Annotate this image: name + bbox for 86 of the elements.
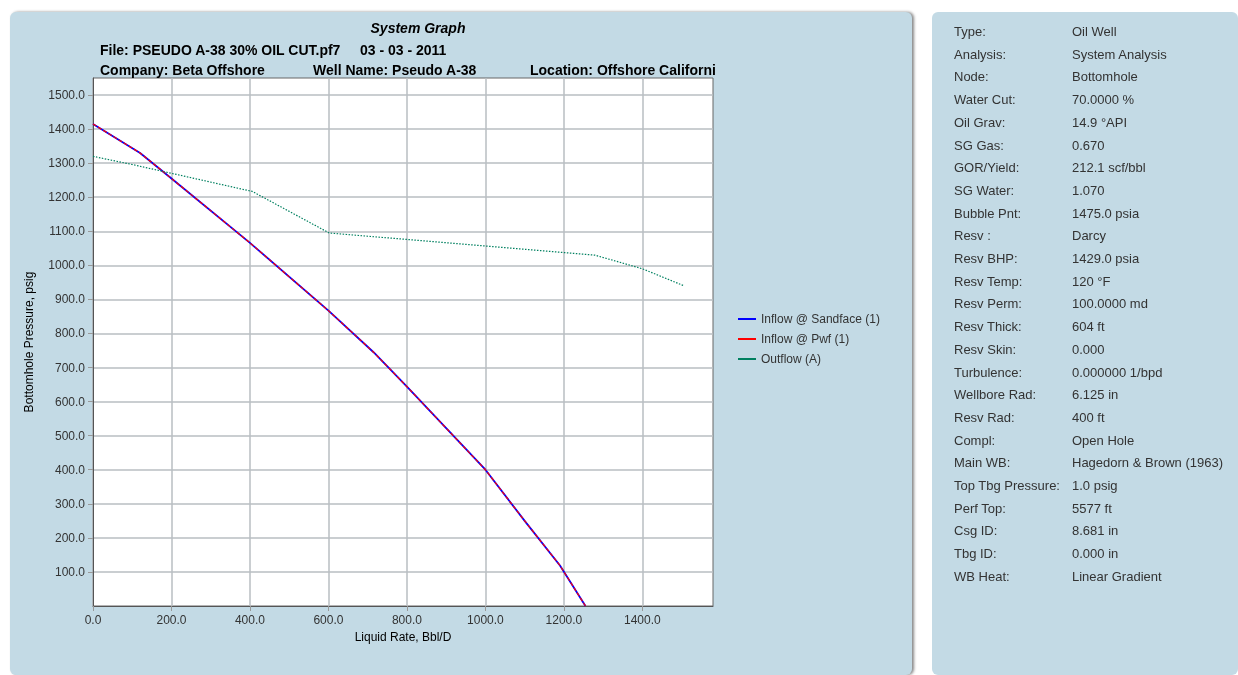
- x-tick-label: 1000.0: [467, 613, 505, 627]
- line-series: [92, 123, 587, 607]
- y-tick-label: 1300.0: [48, 156, 86, 171]
- y-tick-label: 800.0: [54, 326, 86, 341]
- y-tick-label: 300.0: [54, 496, 86, 511]
- text: Bottomhole: [1072, 69, 1138, 85]
- text: 100.0000 md: [1072, 296, 1148, 312]
- text: Darcy: [1072, 228, 1106, 244]
- text: 1.070: [1072, 182, 1105, 198]
- text: 0.670: [1072, 137, 1105, 153]
- text: Compl:: [954, 432, 996, 448]
- text: File: PSEUDO A-38 30% OIL CUT.pf7: [100, 42, 341, 58]
- text: 1.0 psig: [1072, 478, 1118, 493]
- text: 604 ft: [1072, 319, 1105, 335]
- text: Resv Skin:: [954, 341, 1017, 357]
- text: Resv Perm:: [954, 296, 1022, 312]
- text: 14.9 °API: [1072, 114, 1128, 130]
- text: Resv :: [954, 228, 991, 244]
- text: Node:: [954, 69, 989, 85]
- text: 1429.0 psia: [1072, 251, 1140, 266]
- x-tick-label: 1200.0: [545, 613, 583, 627]
- legend-label: Inflow @ Sandface (1): [761, 312, 880, 326]
- text: 03 - 03 - 2011: [360, 42, 447, 58]
- y-tick-label: 900.0: [54, 292, 86, 307]
- chart-title: System Graph: [370, 20, 466, 36]
- text: WB Heat:: [954, 568, 1010, 584]
- y-tick-label: 700.0: [54, 360, 86, 375]
- text: Resv BHP:: [954, 251, 1018, 266]
- text: 0.000: [1072, 341, 1105, 357]
- legend-label: Outflow (A): [761, 352, 822, 366]
- text: Oil Well: [1072, 24, 1117, 39]
- y-tick-label: 1400.0: [48, 122, 86, 137]
- text: Main WB:: [954, 455, 1011, 471]
- y-tick-label: 400.0: [54, 462, 86, 477]
- text: Resv Temp:: [954, 273, 1023, 289]
- text: Wellbore Rad:: [954, 387, 1037, 403]
- text: Resv Thick:: [954, 319, 1022, 335]
- y-tick-label: 1000.0: [48, 258, 86, 273]
- y-axis-title: Bottomhole Pressure, psig: [22, 271, 36, 413]
- y-tick-label: 600.0: [54, 394, 86, 409]
- text: Bubble Pnt:: [954, 205, 1022, 221]
- annotation: Well Name: Pseudo A-38: [313, 62, 477, 78]
- text: GOR/Yield:: [954, 160, 1020, 176]
- text: Csg ID:: [954, 523, 998, 539]
- y-tick-label: 1100.0: [49, 224, 86, 239]
- x-axis-title: Liquid Rate, Bbl/D: [354, 629, 452, 644]
- y-tick-label: 200.0: [54, 530, 86, 545]
- y-tick-label: 100.0: [54, 564, 86, 579]
- text: Top Tbg Pressure:: [954, 478, 1060, 493]
- text: Turbulence:: [954, 364, 1023, 380]
- text: 1475.0 psia: [1072, 205, 1140, 221]
- x-tick-label: 1400.0: [624, 613, 662, 627]
- text: 0.000 in: [1072, 546, 1119, 562]
- text: Tbg ID:: [954, 546, 997, 562]
- text: Analysis:: [954, 46, 1007, 62]
- text: SG Water:: [954, 182, 1015, 198]
- y-tick-label: 500.0: [54, 428, 86, 443]
- text: SG Gas:: [954, 137, 1004, 153]
- y-tick-label: 1200.0: [48, 190, 86, 205]
- legend-label: Inflow @ Pwf (1): [761, 332, 850, 346]
- text: Perf Top:: [954, 500, 1006, 516]
- text: 120 °F: [1072, 273, 1111, 289]
- text: Oil Grav:: [954, 114, 1006, 130]
- line-series: [92, 155, 685, 287]
- text: 212.1 scf/bbl: [1072, 160, 1146, 176]
- x-tick-label: 0.0: [84, 613, 102, 627]
- y-tick-label: 1500.0: [48, 88, 86, 103]
- text: Linear Gradient: [1072, 568, 1162, 584]
- text: 400 ft: [1072, 409, 1105, 425]
- text: Hagedorn & Brown (1963): [1072, 455, 1224, 471]
- text: System Analysis: [1072, 46, 1167, 62]
- text: 70.0000 %: [1072, 92, 1135, 108]
- x-tick-label: 400.0: [234, 613, 266, 627]
- text: 8.681 in: [1072, 523, 1119, 539]
- x-tick-label: 200.0: [156, 613, 187, 627]
- x-tick-label: 800.0: [391, 613, 423, 627]
- text: 6.125 in: [1072, 387, 1119, 403]
- text: Open Hole: [1072, 432, 1135, 448]
- text: Type:: [954, 24, 986, 39]
- text: 0.000000 1/bpd: [1072, 364, 1163, 380]
- text: Water Cut:: [954, 92, 1016, 108]
- x-tick-label: 600.0: [313, 613, 344, 627]
- text: 5577 ft: [1072, 500, 1112, 516]
- annotation: Location: Offshore Californi: [530, 62, 716, 78]
- text: Resv Rad:: [954, 409, 1015, 425]
- annotation: Company: Beta Offshore: [100, 62, 266, 78]
